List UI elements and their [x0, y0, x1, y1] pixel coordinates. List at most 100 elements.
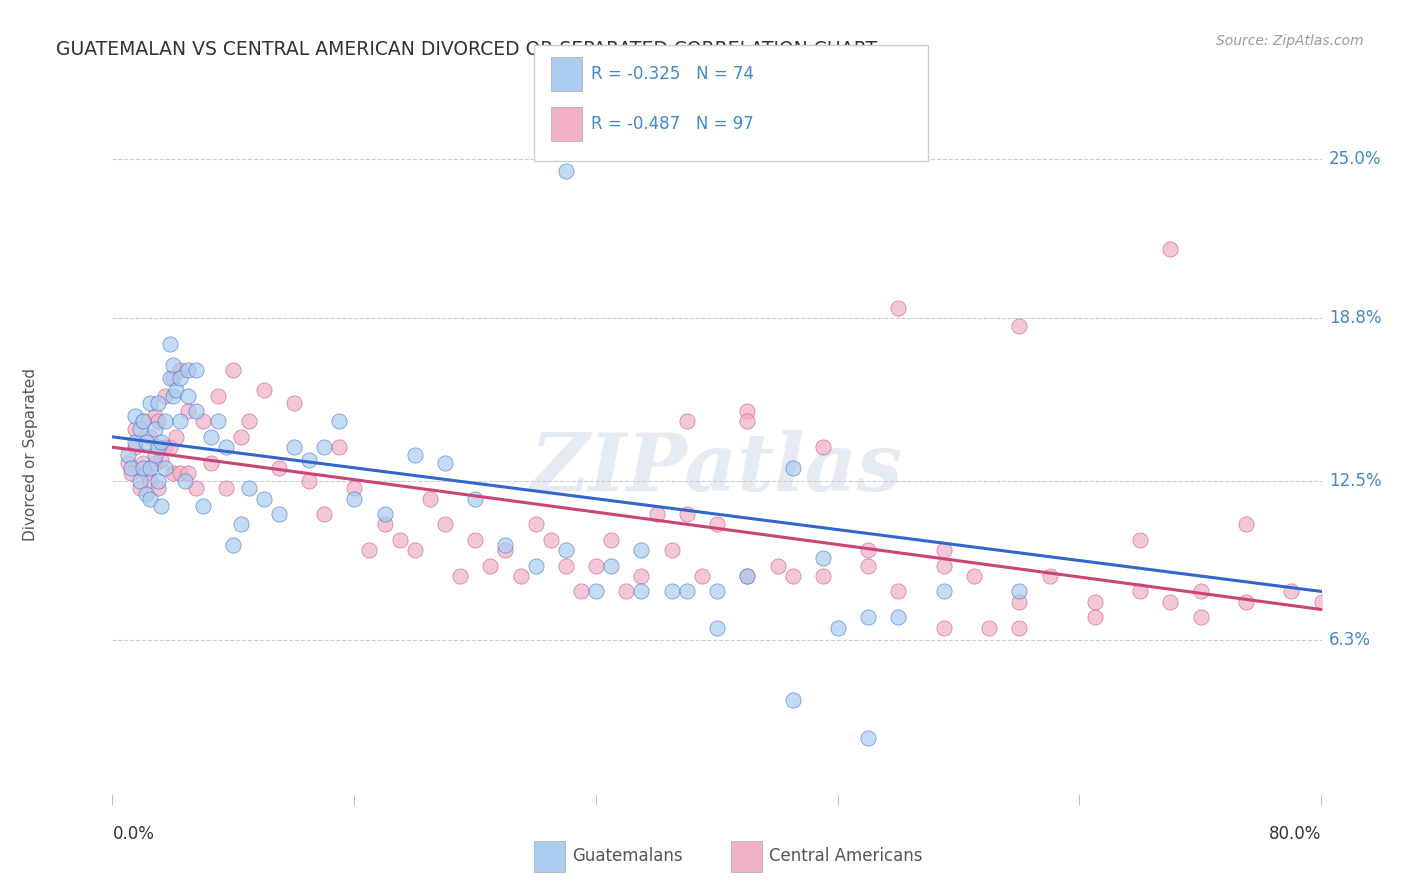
Point	[184, 404, 207, 418]
Point	[222, 363, 245, 377]
Point	[132, 414, 155, 428]
Point	[932, 558, 955, 573]
Point	[328, 414, 350, 428]
Point	[139, 396, 162, 410]
Point	[162, 389, 184, 403]
Point	[155, 440, 177, 454]
Point	[184, 363, 207, 377]
Point	[932, 543, 955, 558]
Text: Divorced or Separated: Divorced or Separated	[24, 368, 38, 541]
Point	[177, 466, 200, 480]
Point	[569, 584, 592, 599]
Point	[887, 584, 910, 599]
Point	[117, 456, 139, 470]
Point	[509, 569, 531, 583]
Point	[146, 414, 169, 428]
Point	[630, 569, 652, 583]
Point	[600, 558, 623, 573]
Point	[128, 474, 150, 488]
Point	[1129, 533, 1152, 547]
Text: |: |	[595, 795, 598, 805]
Point	[132, 456, 155, 470]
Point	[143, 448, 166, 462]
Text: Source: ZipAtlas.com: Source: ZipAtlas.com	[1216, 34, 1364, 48]
Point	[191, 414, 214, 428]
Point	[737, 404, 759, 418]
Point	[1189, 610, 1212, 624]
Point	[143, 422, 166, 436]
Point	[222, 538, 245, 552]
Point	[433, 456, 456, 470]
Point	[811, 569, 834, 583]
Point	[1008, 319, 1031, 334]
Point	[977, 621, 1000, 635]
Point	[585, 584, 607, 599]
Point	[706, 584, 728, 599]
Text: R = -0.325   N = 74: R = -0.325 N = 74	[591, 65, 754, 83]
Point	[630, 584, 652, 599]
Point	[200, 430, 222, 444]
Point	[1008, 584, 1031, 599]
Point	[149, 500, 172, 514]
Point	[1234, 595, 1257, 609]
Text: |: |	[837, 795, 839, 805]
Point	[343, 482, 366, 496]
Point	[554, 543, 576, 558]
Point	[155, 460, 177, 475]
Point	[433, 517, 456, 532]
Point	[169, 414, 191, 428]
Point	[1279, 584, 1302, 599]
Point	[124, 440, 146, 454]
Point	[238, 482, 260, 496]
Point	[388, 533, 411, 547]
Point	[359, 543, 381, 558]
Point	[149, 435, 172, 450]
Point	[856, 558, 880, 573]
Point	[135, 435, 157, 450]
Point	[1159, 595, 1181, 609]
Point	[1189, 584, 1212, 599]
Point	[374, 507, 396, 521]
Point	[464, 491, 486, 506]
Text: |: |	[1320, 795, 1323, 805]
Point	[132, 414, 155, 428]
Point	[737, 569, 759, 583]
Point	[524, 558, 547, 573]
Point	[267, 507, 290, 521]
Text: 0.0%: 0.0%	[112, 825, 155, 843]
Point	[174, 474, 197, 488]
Point	[162, 370, 184, 384]
Point	[283, 396, 305, 410]
Point	[162, 358, 184, 372]
Point	[932, 621, 955, 635]
Point	[600, 533, 623, 547]
Point	[298, 474, 321, 488]
Point	[1310, 595, 1333, 609]
Point	[1159, 242, 1181, 256]
Text: |: |	[111, 795, 114, 805]
Point	[1038, 569, 1062, 583]
Point	[229, 430, 252, 444]
Point	[139, 430, 162, 444]
Point	[554, 164, 576, 178]
Point	[165, 430, 187, 444]
Text: 80.0%: 80.0%	[1270, 825, 1322, 843]
Point	[479, 558, 502, 573]
Point	[675, 414, 697, 428]
Point	[238, 414, 260, 428]
Text: |: |	[353, 795, 356, 805]
Point	[706, 517, 728, 532]
Point	[132, 460, 155, 475]
Point	[495, 538, 517, 552]
Point	[661, 584, 683, 599]
Point	[146, 474, 169, 488]
Point	[162, 466, 184, 480]
Point	[117, 448, 139, 462]
Point	[932, 584, 955, 599]
Text: GUATEMALAN VS CENTRAL AMERICAN DIVORCED OR SEPARATED CORRELATION CHART: GUATEMALAN VS CENTRAL AMERICAN DIVORCED …	[56, 40, 877, 59]
Point	[1129, 584, 1152, 599]
Point	[139, 491, 162, 506]
Point	[464, 533, 486, 547]
Point	[177, 363, 200, 377]
Point	[124, 422, 146, 436]
